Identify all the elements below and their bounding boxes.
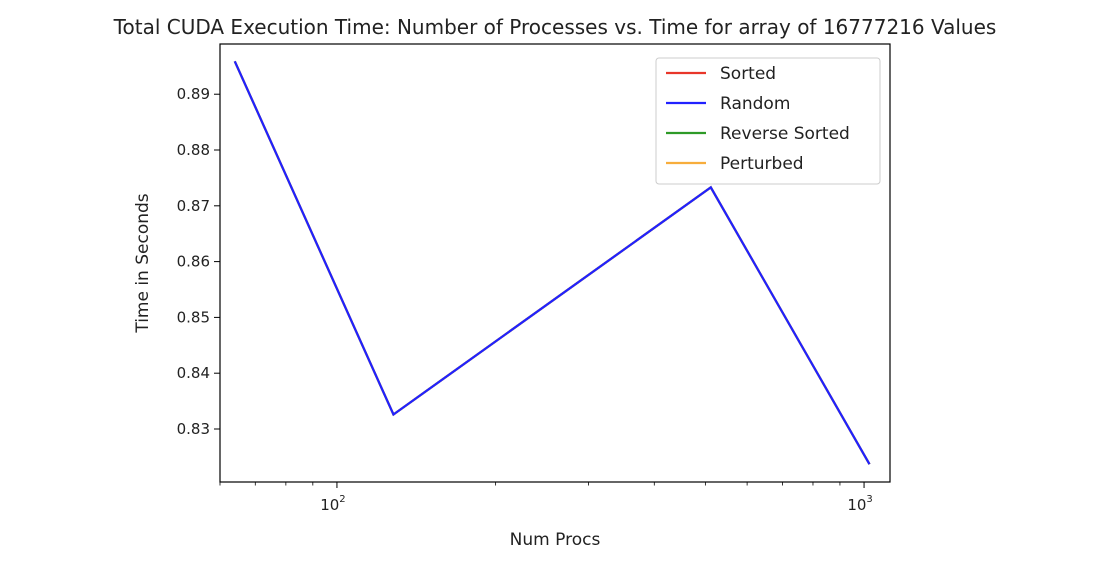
y-tick-label: 0.84 xyxy=(177,364,210,382)
legend-label-perturbed: Perturbed xyxy=(720,154,804,174)
series-line-random xyxy=(233,60,871,465)
x-tick-label: 102 xyxy=(320,494,345,514)
x-tick-base: 10 xyxy=(320,496,339,514)
chart-title: Total CUDA Execution Time: Number of Pro… xyxy=(113,15,997,39)
y-tick-label: 0.89 xyxy=(177,85,210,103)
x-axis-label: Num Procs xyxy=(510,530,601,550)
x-tick-exponent: 3 xyxy=(866,494,872,505)
plot-frame xyxy=(219,43,891,483)
x-tick-exponent: 2 xyxy=(339,494,345,505)
x-tick-base: 10 xyxy=(847,496,866,514)
y-tick-label: 0.87 xyxy=(177,197,210,215)
y-tick-label: 0.83 xyxy=(177,420,210,438)
legend-label-reverse-sorted: Reverse Sorted xyxy=(720,124,850,144)
legend-label-sorted: Sorted xyxy=(720,64,776,84)
x-tick-label: 103 xyxy=(847,494,872,514)
y-tick-label: 0.86 xyxy=(177,253,210,271)
y-tick-label: 0.88 xyxy=(177,141,210,159)
y-tick-label: 0.85 xyxy=(177,308,210,326)
y-axis-label: Time in Seconds xyxy=(133,193,153,333)
legend: Sorted Random Reverse Sorted Perturbed xyxy=(655,57,881,185)
legend-label-random: Random xyxy=(720,94,790,114)
legend-box xyxy=(655,57,881,185)
